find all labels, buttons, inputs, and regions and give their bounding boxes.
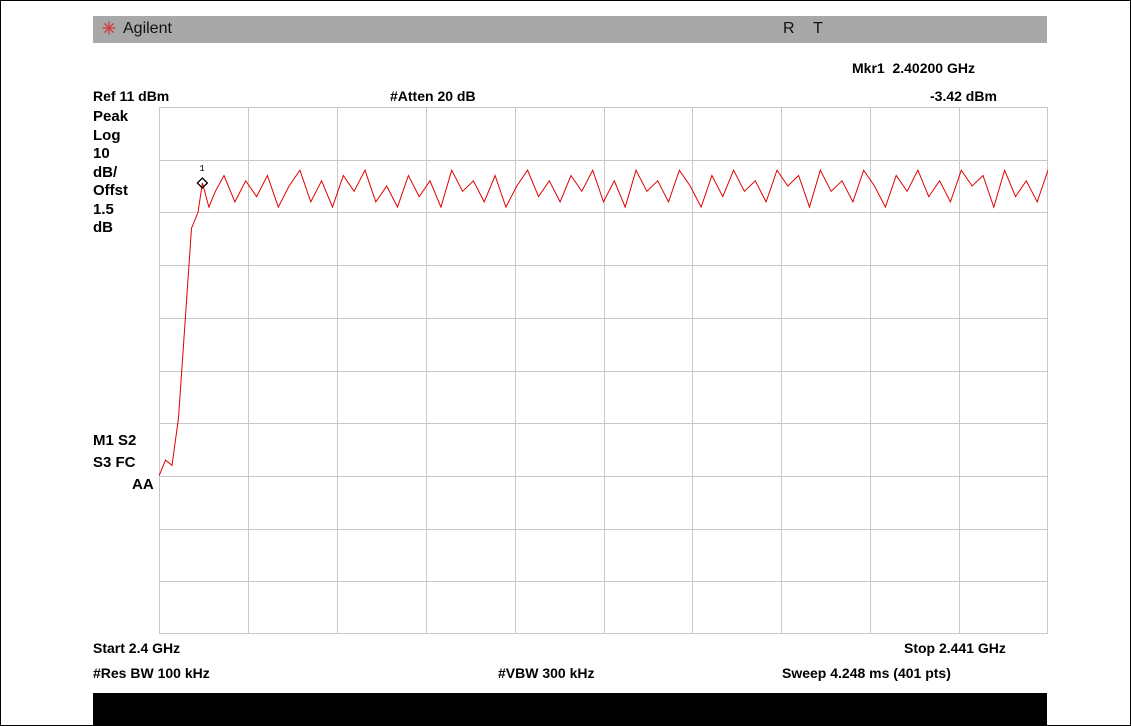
brand-name: Agilent [123,20,172,37]
side-label: 10 [93,145,110,162]
sweep-time: Sweep 4.248 ms (401 pts) [782,665,951,681]
title-bar: Agilent R T [93,16,1047,43]
marker-label: Mkr1 [852,60,885,76]
softkey-bar [93,693,1047,726]
resolution-bandwidth: #Res BW 100 kHz [93,665,210,681]
status-code-line3: AA [132,476,154,493]
stop-frequency: Stop 2.441 GHz [904,640,1006,656]
graticule [159,107,1048,634]
marker-number: 1 [199,164,204,174]
spectrum-plot: 1 [159,107,1048,634]
status-code-line2: S3 FC [93,454,136,471]
side-label: Log [93,126,121,144]
status-r: R [783,20,795,37]
marker-frequency: 2.40200 GHz [892,60,975,76]
marker-1: 1 [196,164,209,189]
marker-readout: Mkr1 2.40200 GHz [852,60,975,76]
ref-level: Ref 11 dBm [93,88,170,104]
status-t: T [813,20,823,37]
spectrum-trace [159,168,1048,477]
side-label: 1.5 [93,200,114,218]
video-bandwidth: #VBW 300 kHz [498,665,595,681]
marker-diamond [196,177,209,189]
side-label: dB [93,219,113,236]
marker-amplitude: -3.42 dBm [930,88,997,104]
side-label: Offst [93,182,128,199]
agilent-logo-icon [102,21,116,35]
side-label: Peak [93,108,129,125]
side-label: dB/ [93,163,118,181]
graticule-border [159,107,1048,634]
start-frequency: Start 2.4 GHz [93,640,181,656]
attenuation: #Atten 20 dB [390,88,476,104]
status-code-line1: M1 S2 [93,432,137,449]
scale-labels: Peak Log 10 dB/ Offst 1.5 dB [93,108,128,238]
